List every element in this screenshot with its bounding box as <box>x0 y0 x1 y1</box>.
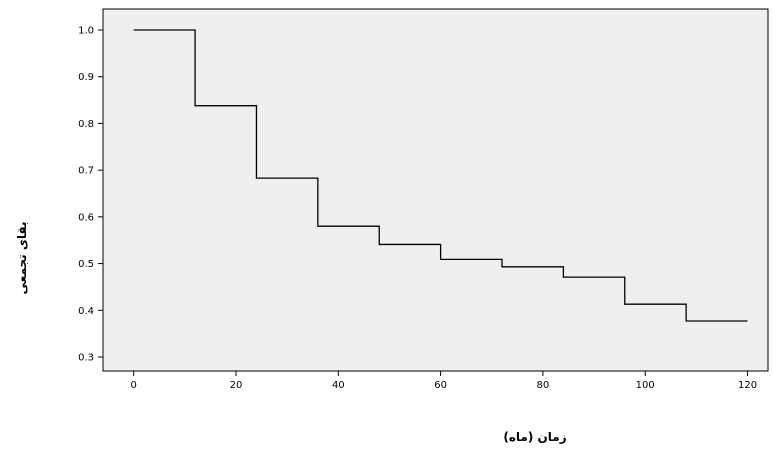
survival-step-line <box>133 29 748 322</box>
y-tick-label: 0.4 <box>78 306 94 317</box>
x-tick-label: 100 <box>636 380 655 391</box>
x-tick-label: 40 <box>332 380 345 391</box>
y-axis-label: بقای تجمعی <box>15 222 29 295</box>
y-tick-label: 0.7 <box>78 166 94 177</box>
y-tick-label: 0.9 <box>78 72 94 83</box>
x-tick-label: 0 <box>131 380 137 391</box>
plot-frame <box>102 8 769 372</box>
x-tick-label: 20 <box>230 380 243 391</box>
x-axis-ticks: 0 20 40 60 80 100 120 <box>131 371 757 391</box>
x-tick-label: 60 <box>434 380 447 391</box>
y-tick-label: 1.0 <box>78 26 94 37</box>
x-tick-label: 80 <box>537 380 550 391</box>
y-tick-label: 0.5 <box>78 259 94 270</box>
x-tick-label: 120 <box>738 380 757 391</box>
y-tick-label: 0.8 <box>78 119 94 130</box>
y-axis-ticks: 0.3 0.4 0.5 0.6 0.7 0.8 0.9 1.0 <box>78 26 103 363</box>
y-tick-label: 0.3 <box>78 352 94 363</box>
y-tick-label: 0.6 <box>78 212 94 223</box>
x-axis-label: زمان (ماه) <box>503 430 566 444</box>
plot-area-background <box>103 9 768 371</box>
